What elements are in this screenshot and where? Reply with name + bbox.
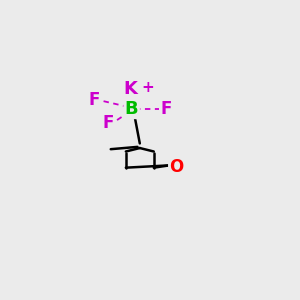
Text: B: B (125, 100, 139, 118)
Text: F: F (103, 114, 114, 132)
Text: +: + (142, 80, 154, 95)
Text: K: K (124, 80, 137, 98)
Text: F: F (89, 91, 100, 109)
Text: O: O (169, 158, 183, 175)
Text: F: F (161, 100, 172, 118)
